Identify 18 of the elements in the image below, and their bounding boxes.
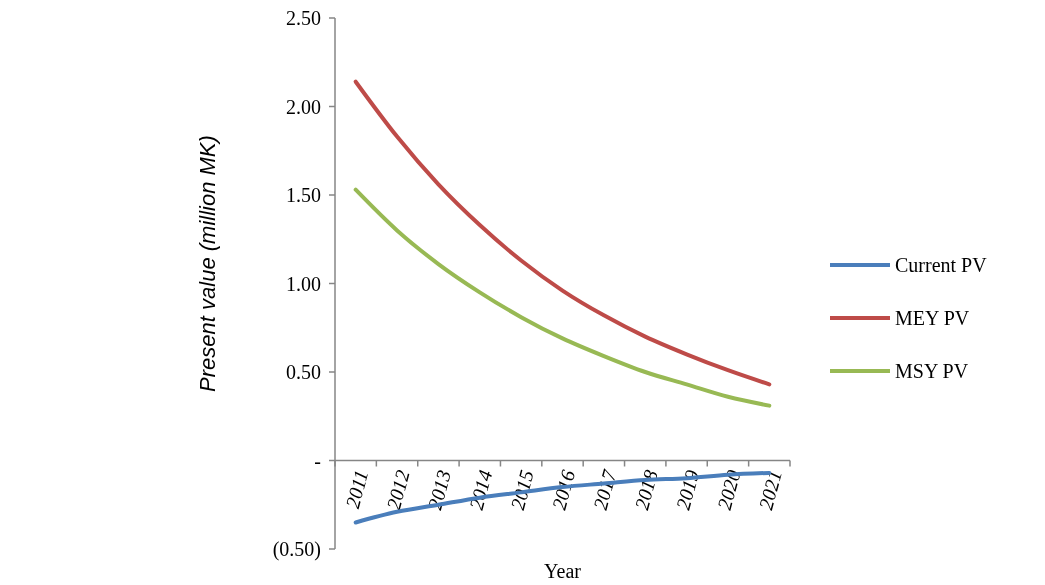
x-tick-label: 2012 — [382, 467, 414, 512]
y-tick-label: - — [314, 449, 321, 472]
y-axis-title: Present value (million MK) — [195, 135, 220, 392]
y-tick-label: 2.00 — [286, 95, 321, 118]
y-tick-label: (0.50) — [272, 538, 321, 561]
y-tick-label: 1.00 — [286, 272, 321, 295]
legend-label: MEY PV — [895, 307, 970, 329]
legend-label: MSY PV — [895, 360, 969, 382]
y-tick-label: 0.50 — [286, 361, 321, 383]
line-series — [353, 79, 772, 387]
x-tick-label: 2021 — [754, 467, 786, 512]
x-tick-label: 2011 — [341, 467, 373, 511]
x-axis-title: Year — [544, 560, 582, 582]
y-tick-label: 2.50 — [286, 7, 321, 29]
x-tick-label: 2013 — [423, 467, 456, 512]
y-tick-label: 1.50 — [286, 184, 321, 206]
legend-label: Current PV — [895, 254, 988, 276]
line-series — [353, 187, 772, 408]
